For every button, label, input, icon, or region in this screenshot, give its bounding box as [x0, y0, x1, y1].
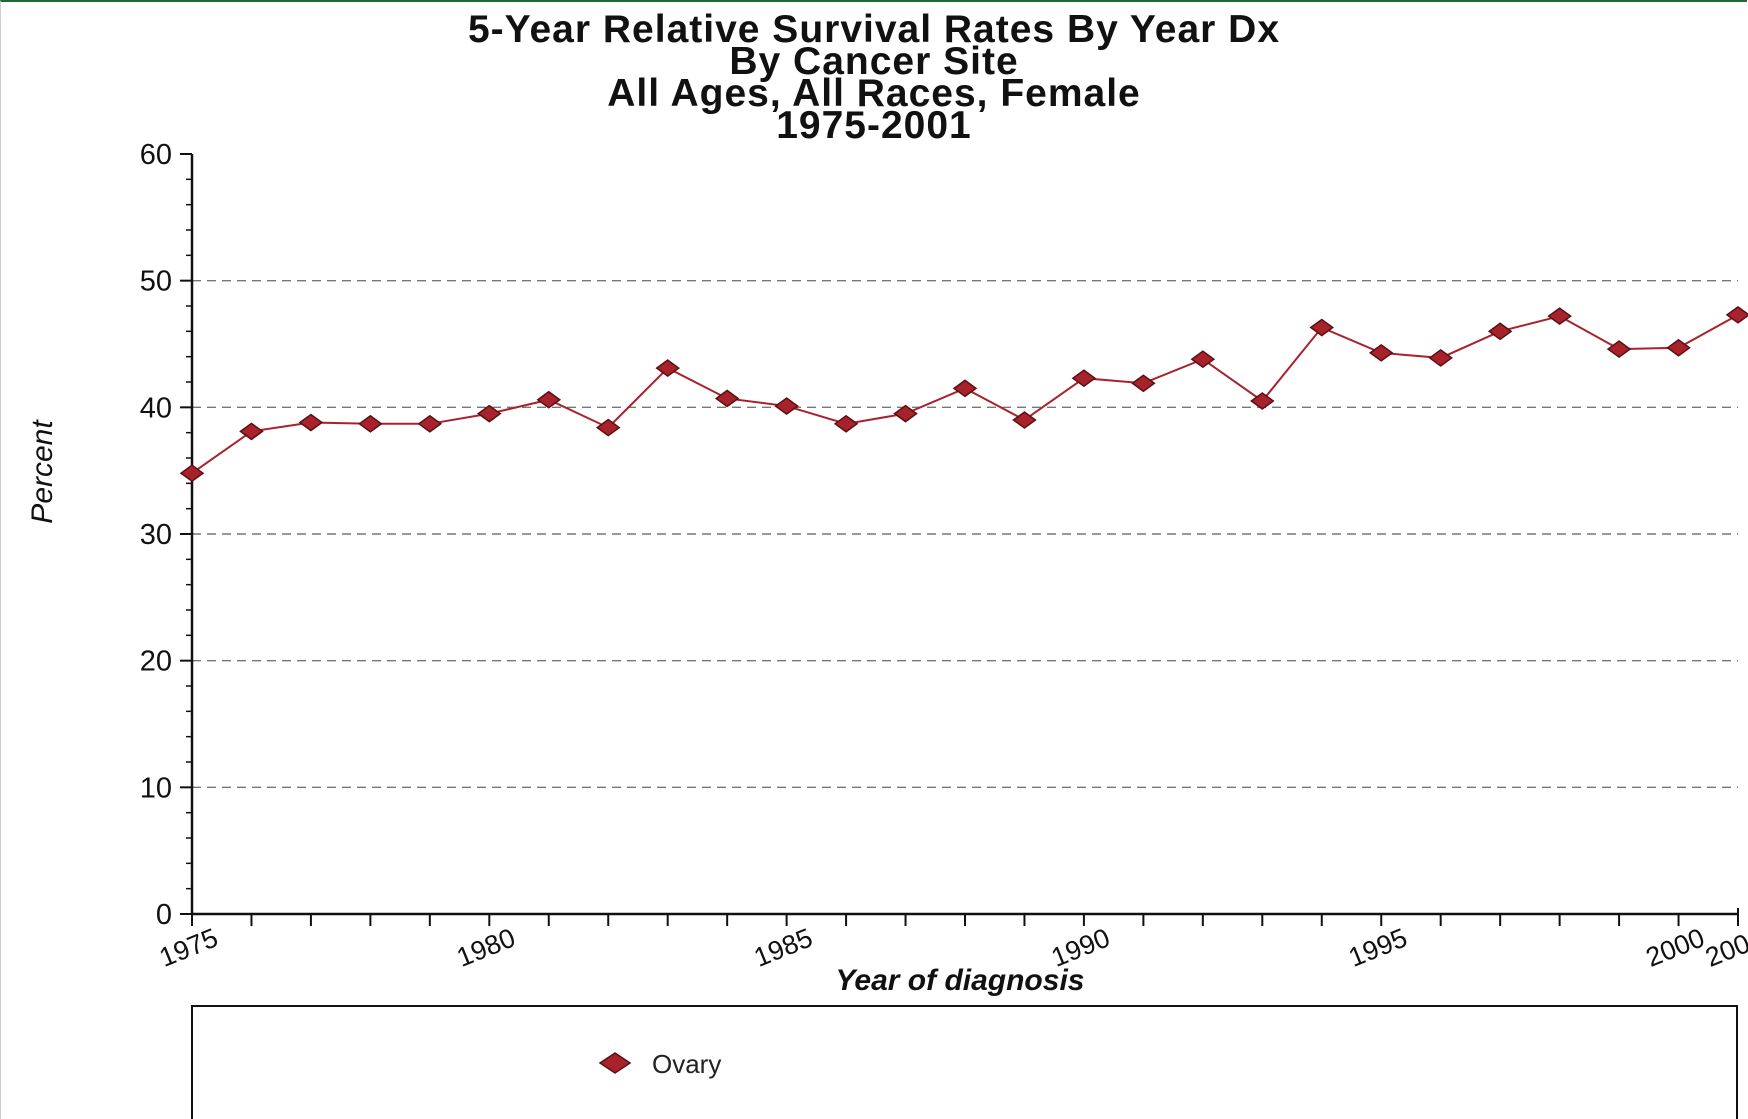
x-tick-label-1995: 1995 — [1344, 922, 1411, 972]
data-point-2001 — [1725, 305, 1748, 324]
data-point-1987 — [893, 404, 918, 423]
data-point-1988 — [952, 379, 978, 398]
data-point-1982 — [595, 418, 621, 437]
data-point-1976 — [239, 422, 264, 441]
data-point-1994 — [1309, 318, 1335, 337]
chart-title-line-4: 1975-2001 — [776, 104, 972, 147]
chart-title-line-2: By Cancer Site — [729, 40, 1019, 83]
legend-label-ovary: Ovary — [652, 1049, 721, 1079]
data-point-1998 — [1547, 307, 1572, 326]
y-tick-label-10: 10 — [140, 772, 172, 804]
x-axis-label: Year of diagnosis — [836, 964, 1085, 997]
data-point-1981 — [536, 390, 562, 409]
data-point-1978 — [358, 414, 383, 433]
x-tick-label-2001: 2001 — [1701, 922, 1748, 972]
series-ovary — [179, 305, 1748, 483]
data-point-1993 — [1250, 392, 1275, 410]
x-tick-label-2000: 2000 — [1642, 922, 1709, 972]
data-point-1996 — [1428, 349, 1453, 367]
data-point-1975 — [179, 464, 205, 483]
data-point-1999 — [1606, 340, 1632, 358]
y-tick-label-30: 30 — [140, 519, 172, 551]
data-point-1979 — [417, 414, 443, 433]
data-point-1980 — [477, 404, 502, 423]
y-tick-label-40: 40 — [140, 392, 172, 424]
y-axis-label: Percent — [26, 419, 59, 524]
x-tick-label-1980: 1980 — [452, 922, 519, 972]
data-point-1989 — [1012, 411, 1037, 429]
data-point-1977 — [298, 413, 324, 432]
x-tick-label-1985: 1985 — [750, 922, 817, 972]
chart-title-line-1: 5-Year Relative Survival Rates By Year D… — [467, 8, 1281, 51]
y-tick-label-50: 50 — [140, 266, 172, 298]
data-point-2000 — [1666, 338, 1691, 357]
data-point-1983 — [655, 359, 680, 377]
y-tick-label-60: 60 — [140, 139, 172, 171]
data-point-1990 — [1071, 369, 1097, 388]
y-tick-label-0: 0 — [156, 899, 172, 931]
legend: Ovary — [191, 1005, 1738, 1119]
data-point-1992 — [1190, 350, 1216, 369]
data-point-1986 — [833, 414, 859, 433]
axis-labels: Percent Year of diagnosis — [26, 419, 1084, 997]
data-point-1995 — [1368, 343, 1394, 362]
y-tick-label-20: 20 — [140, 646, 172, 678]
data-point-1997 — [1487, 322, 1513, 341]
chart-title-line-3: All Ages, All Races, Female — [607, 72, 1141, 115]
data-point-1991 — [1131, 374, 1156, 393]
data-point-1985 — [774, 397, 799, 415]
legend-marker-ovary — [598, 1052, 632, 1074]
grid-lines — [192, 279, 1738, 789]
legend-box — [191, 1005, 1738, 1119]
data-point-1984 — [714, 389, 740, 408]
